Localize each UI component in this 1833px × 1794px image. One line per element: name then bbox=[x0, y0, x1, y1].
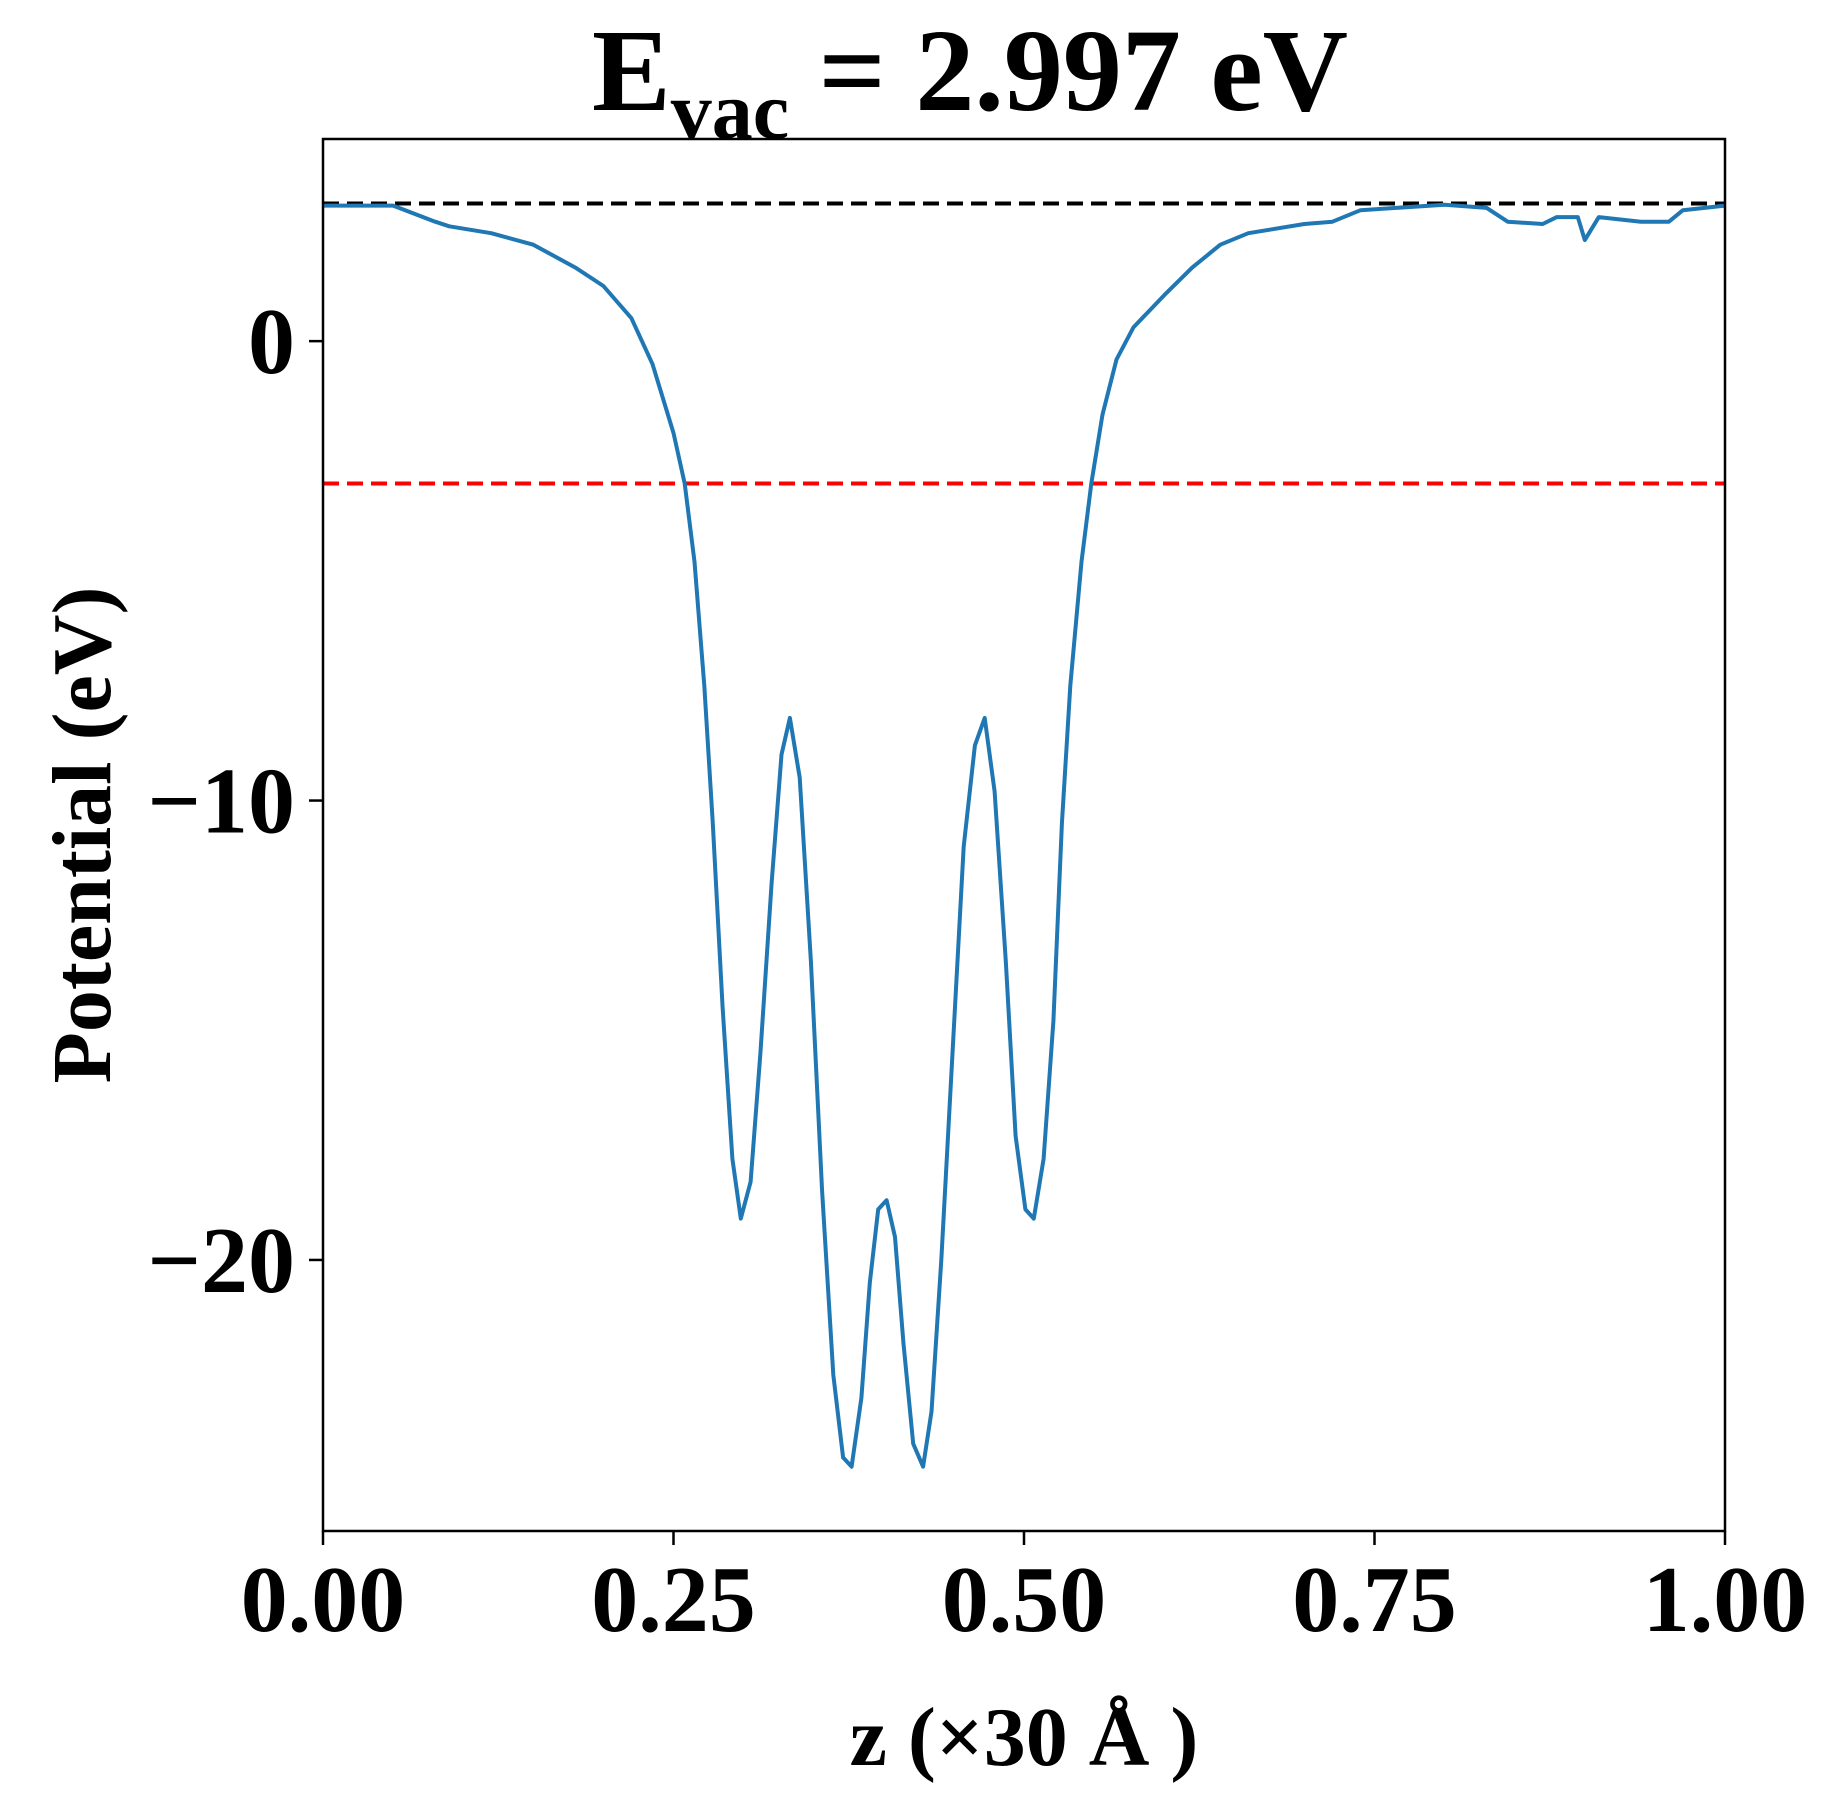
x-tick-label: 0.75 bbox=[1292, 1548, 1457, 1652]
y-axis-label: Potential (eV) bbox=[36, 587, 129, 1084]
title-sub: vac bbox=[671, 65, 789, 156]
x-tick-label: 0.25 bbox=[591, 1548, 756, 1652]
title-main: E bbox=[592, 5, 671, 136]
x-axis-label: z (×30 Å ) bbox=[850, 1691, 1199, 1784]
x-tick-label: 0.00 bbox=[241, 1548, 406, 1652]
plot-frame bbox=[321, 137, 1727, 1533]
y-tick-label: −20 bbox=[147, 1209, 295, 1313]
y-tick-label: 0 bbox=[248, 290, 295, 394]
chart-title: Evac = 2.997 eV bbox=[592, 5, 1348, 156]
title-rest: = 2.997 eV bbox=[789, 5, 1348, 136]
x-tick-label: 0.50 bbox=[942, 1548, 1107, 1652]
y-tick-label: −10 bbox=[147, 750, 295, 854]
data-line bbox=[323, 202, 1726, 1469]
x-tick-label: 1.00 bbox=[1643, 1548, 1808, 1652]
